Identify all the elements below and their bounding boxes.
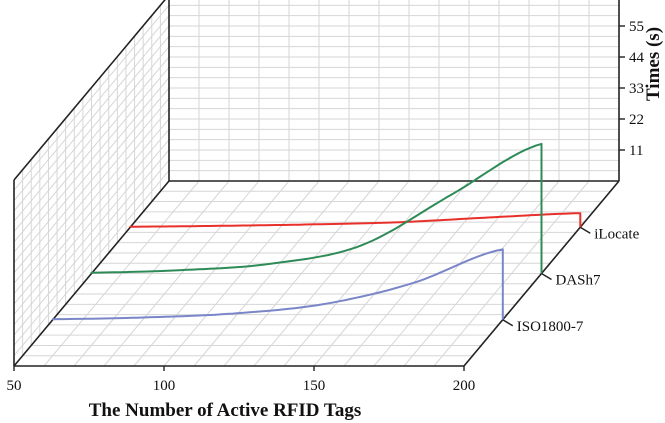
x-axis-title: The Number of Active RFID Tags	[89, 400, 362, 421]
frame-edge	[13, 0, 166, 181]
z-tick-label: 11	[629, 143, 643, 159]
z-tick-label: 22	[629, 112, 644, 128]
series-tick-mark	[579, 226, 591, 234]
series-label: DASh7	[556, 273, 602, 289]
z-tick-label: 44	[629, 50, 645, 66]
z-tick-label: 33	[629, 81, 644, 97]
series-line-dash7	[90, 142, 543, 274]
series-tick-mark	[502, 319, 514, 327]
x-tick-label: 150	[303, 378, 326, 394]
z-tick-label: 66	[629, 0, 645, 4]
series-label: iLocate	[594, 226, 639, 242]
z-tick-label: 55	[629, 19, 644, 35]
ticks: 50 100 150 200 11 22 33 44 55 66 iLocate DASh7 ISO18…	[7, 0, 645, 394]
series-label: ISO1800-7	[517, 319, 584, 335]
z-axis-title: Times (s)	[643, 27, 664, 101]
series-line-ilocate	[129, 212, 582, 228]
x-tick-label: 50	[7, 378, 22, 394]
x-tick-label: 100	[153, 378, 176, 394]
series-lines	[51, 142, 582, 321]
grid	[13, 0, 619, 367]
series-line-iso1800-7	[51, 248, 504, 321]
series-tick-mark	[541, 272, 552, 281]
x-tick-label: 200	[453, 378, 476, 394]
axes-frame	[13, 0, 620, 367]
